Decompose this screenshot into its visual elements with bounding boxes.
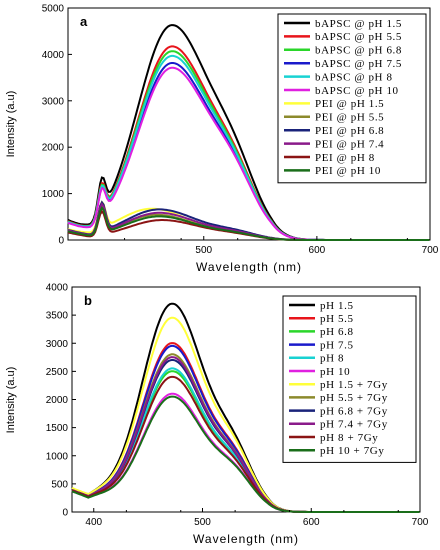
legend-label: PEI @ pH 6.8 — [315, 125, 384, 137]
legend-label: PEI @ pH 7.4 — [315, 138, 384, 150]
series-line — [67, 206, 430, 241]
y-tick-label: 2500 — [46, 367, 69, 378]
y-tick-label: 500 — [51, 479, 68, 490]
panel-letter-a: a — [80, 14, 88, 29]
x-axis-label-b: Wavelength (nm) — [193, 532, 299, 546]
series-group-a — [67, 24, 430, 241]
legend-label: pH 7.4 + 7Gy — [320, 419, 388, 431]
legend-label: bAPSC @ pH 6.8 — [315, 45, 402, 57]
y-tick-label: 3000 — [46, 339, 69, 350]
y-tick-label: 0 — [62, 508, 68, 519]
legend-label: bAPSC @ pH 1.5 — [315, 18, 402, 30]
legend-box — [277, 13, 427, 184]
legend-label: PEI @ pH 8 — [315, 152, 375, 164]
legend-label: bAPSC @ pH 5.5 — [315, 31, 402, 43]
legend-label: bAPSC @ pH 7.5 — [315, 58, 402, 70]
y-tick-label: 4000 — [42, 50, 65, 61]
legend-label: pH 8 + 7Gy — [320, 432, 378, 444]
x-tick-label: 400 — [85, 517, 102, 528]
y-tick-label: 0 — [58, 236, 64, 247]
series-line — [71, 395, 420, 513]
legend-label: PEI @ pH 5.5 — [315, 112, 384, 124]
x-tick-label: 600 — [309, 245, 326, 256]
legend-label: pH 5.5 + 7Gy — [320, 392, 388, 404]
legend-label: pH 7.5 — [320, 339, 354, 351]
y-axis-label-a: Intensity (a.u) — [5, 91, 17, 158]
y-axis-label-b: Intensity (a.u) — [5, 367, 17, 434]
y-tick-label: 2000 — [46, 395, 69, 406]
y-tick-label: 1000 — [42, 189, 65, 200]
legend-box — [282, 295, 417, 463]
y-tick-label: 5000 — [42, 4, 65, 15]
legend-label: bAPSC @ pH 8 — [315, 71, 393, 83]
y-tick-label: 2000 — [42, 143, 65, 154]
legend-label: pH 1.5 — [320, 300, 354, 312]
legend-label: PEI @ pH 10 — [315, 165, 381, 177]
x-tick-label: 500 — [195, 245, 212, 256]
legend-label: pH 5.5 — [320, 313, 354, 325]
legend-label: PEI @ pH 1.5 — [315, 98, 384, 110]
axis-ticks-a: 0 1000 2000 3000 4000 5000 500 600 700 — [42, 4, 439, 257]
y-tick-label: 1500 — [46, 423, 69, 434]
y-tick-label: 3000 — [42, 96, 65, 107]
x-tick-label: 700 — [422, 245, 439, 256]
y-tick-label: 3500 — [46, 311, 69, 322]
legend-label: pH 10 + 7Gy — [320, 445, 384, 457]
x-tick-label: 700 — [412, 517, 429, 528]
x-tick-label: 600 — [303, 517, 320, 528]
y-tick-label: 4000 — [46, 283, 69, 294]
x-tick-label: 500 — [194, 517, 211, 528]
legend-label: bAPSC @ pH 10 — [315, 85, 399, 97]
series-group-b — [71, 302, 420, 513]
x-axis-label-a: Wavelength (nm) — [196, 260, 302, 274]
legend-label: pH 1.5 + 7Gy — [320, 379, 388, 391]
legend-label: pH 8 — [320, 353, 344, 365]
legend-label: pH 6.8 + 7Gy — [320, 405, 388, 417]
chart-panel-b: 0 500 1000 1500 2000 2500 3000 3500 4000 400 500 60… — [5, 283, 429, 547]
chart-panel-a: 0 1000 2000 3000 4000 5000 500 600 700 a Intensi… — [5, 4, 439, 275]
y-tick-label: 1000 — [46, 451, 69, 462]
legend-label: pH 10 — [320, 366, 350, 378]
panel-letter-b: b — [84, 293, 92, 308]
axis-ticks-b: 0 500 1000 1500 2000 2500 3000 3500 4000 400 500 60… — [46, 283, 429, 529]
legend-label: pH 6.8 — [320, 326, 354, 338]
